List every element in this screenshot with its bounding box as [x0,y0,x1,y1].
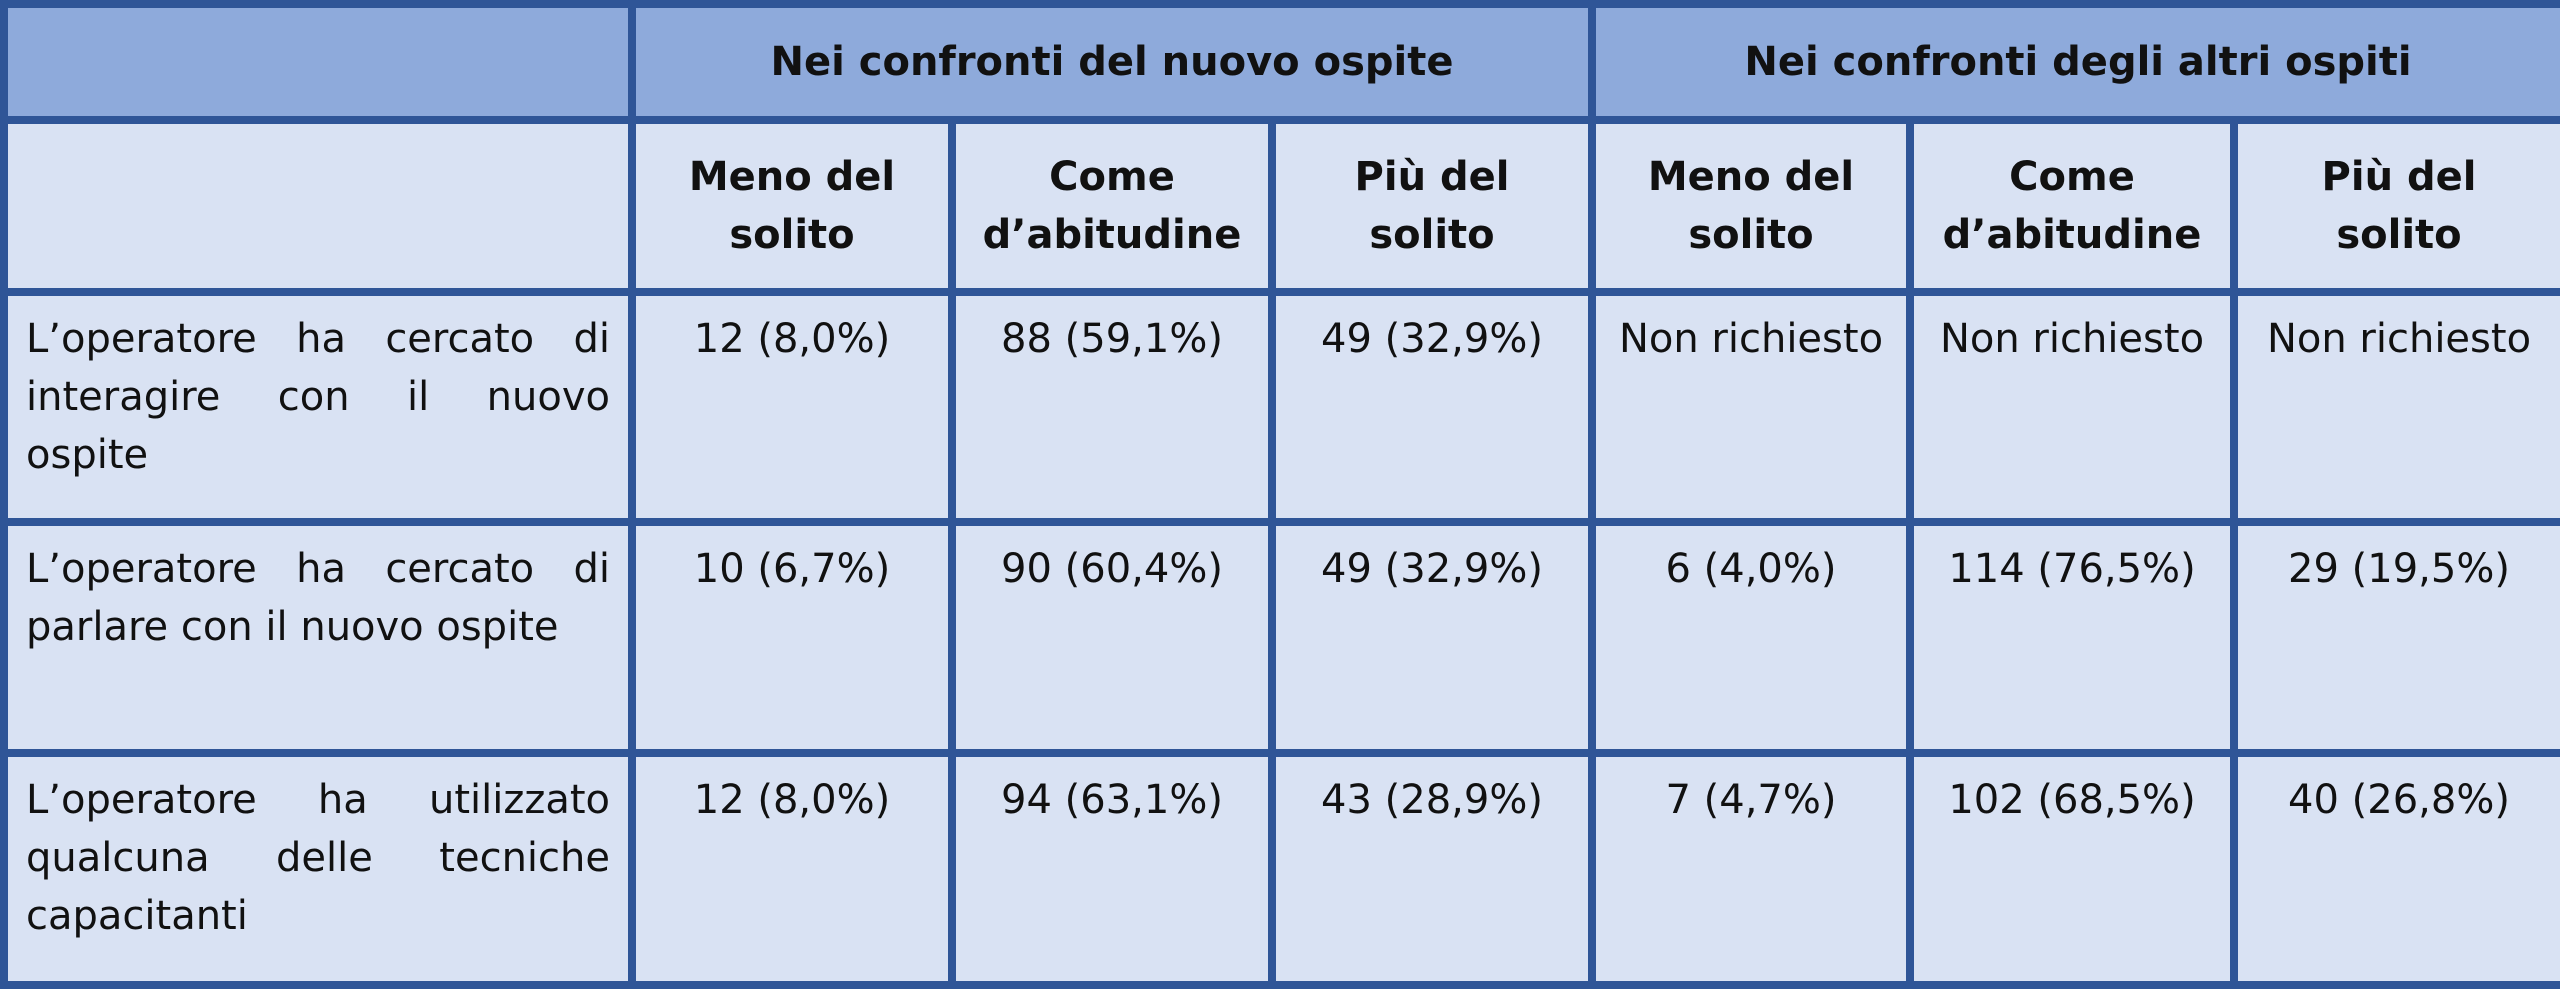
subheader-cell: Come d’abitudine [948,116,1276,296]
data-cell: 49 (32,9%) [1268,287,1596,527]
data-cell: 88 (59,1%) [948,287,1276,527]
data-cell: 43 (28,9%) [1268,748,1596,989]
data-cell: 114 (76,5%) [1906,518,2238,757]
data-cell: 10 (6,7%) [628,518,956,757]
data-cell: 6 (4,0%) [1588,518,1914,757]
corner-cell [0,116,636,296]
data-cell: 49 (32,9%) [1268,518,1596,757]
data-cell: Non richiesto [2230,287,2560,527]
data-cell: 12 (8,0%) [628,287,956,527]
subheader-cell: Meno del solito [1588,116,1914,296]
corner-cell [0,0,636,125]
data-cell: 94 (63,1%) [948,748,1276,989]
data-cell: Non richiesto [1588,287,1914,527]
data-cell: 7 (4,7%) [1588,748,1914,989]
group-header: Nei confronti del nuovo ospite [628,0,1596,125]
data-row: L’operatore ha utilizzato qualcuna delle… [0,748,2560,989]
row-label: L’operatore ha cercato di interagire con… [0,287,636,527]
data-row: L’operatore ha cercato di parlare con il… [0,518,2560,757]
subheader-cell: Meno del solito [628,116,956,296]
data-row: L’operatore ha cercato di interagire con… [0,287,2560,527]
data-cell: 12 (8,0%) [628,748,956,989]
data-cell: 40 (26,8%) [2230,748,2560,989]
subheader-cell: Più del solito [1268,116,1596,296]
data-cell: 29 (19,5%) [2230,518,2560,757]
group-header: Nei confronti degli altri ospiti [1588,0,2560,125]
data-cell: 90 (60,4%) [948,518,1276,757]
subheader-row: Meno del solito Come d’abitudine Più del s… [0,116,2560,296]
data-cell: Non richiesto [1906,287,2238,527]
row-label: L’operatore ha utilizzato qualcuna delle… [0,748,636,989]
row-label: L’operatore ha cercato di parlare con il… [0,518,636,757]
data-cell: 102 (68,5%) [1906,748,2238,989]
subheader-cell: Più del solito [2230,116,2560,296]
group-row: Nei confronti del nuovo ospite Nei confr… [0,0,2560,125]
subheader-cell: Come d’abitudine [1906,116,2238,296]
